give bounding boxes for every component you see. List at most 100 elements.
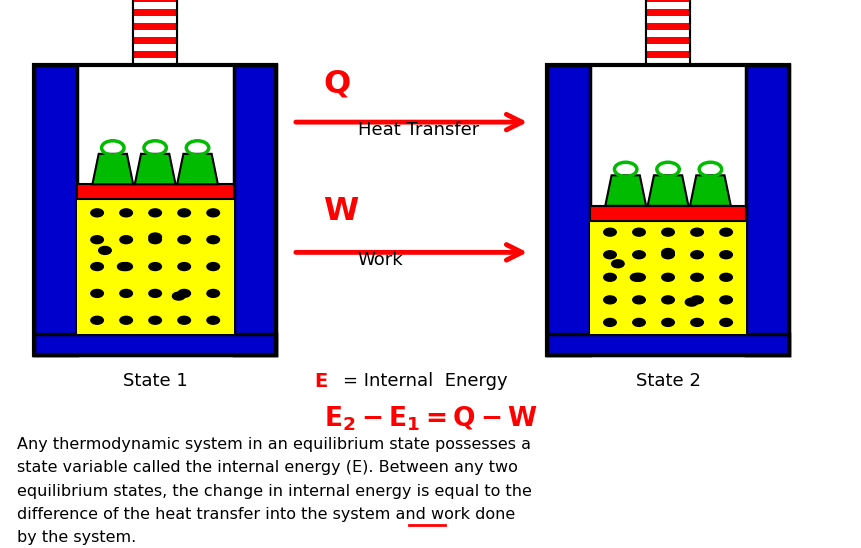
Circle shape bbox=[610, 260, 623, 268]
Circle shape bbox=[661, 249, 673, 256]
Bar bbox=[646, 58, 689, 65]
Circle shape bbox=[690, 251, 703, 259]
Text: W: W bbox=[323, 196, 358, 227]
Circle shape bbox=[90, 289, 103, 298]
Bar bbox=[547, 334, 788, 356]
Circle shape bbox=[120, 236, 133, 244]
Circle shape bbox=[661, 273, 673, 281]
Circle shape bbox=[90, 236, 103, 244]
Polygon shape bbox=[177, 154, 218, 184]
Bar bbox=[133, 2, 177, 9]
Bar bbox=[133, 16, 177, 23]
Circle shape bbox=[603, 228, 616, 236]
Circle shape bbox=[120, 209, 133, 217]
Polygon shape bbox=[92, 154, 133, 184]
Circle shape bbox=[632, 251, 645, 259]
Circle shape bbox=[177, 209, 190, 217]
Circle shape bbox=[629, 273, 642, 281]
Circle shape bbox=[719, 251, 732, 259]
Text: State 1: State 1 bbox=[122, 372, 188, 390]
Text: Work: Work bbox=[357, 252, 403, 270]
Text: equilibrium states, the change in internal energy is equal to the: equilibrium states, the change in intern… bbox=[17, 483, 531, 499]
Circle shape bbox=[661, 228, 673, 236]
Bar bbox=[547, 65, 788, 356]
Polygon shape bbox=[134, 154, 176, 184]
Circle shape bbox=[120, 289, 133, 298]
Bar bbox=[646, 2, 689, 9]
Circle shape bbox=[661, 318, 673, 327]
Bar bbox=[646, 30, 689, 37]
Circle shape bbox=[177, 289, 190, 298]
Circle shape bbox=[149, 236, 161, 244]
Circle shape bbox=[177, 236, 190, 244]
Circle shape bbox=[149, 289, 161, 298]
Circle shape bbox=[603, 318, 616, 327]
Circle shape bbox=[719, 273, 732, 281]
Text: E: E bbox=[314, 372, 327, 391]
Circle shape bbox=[98, 247, 111, 254]
Circle shape bbox=[661, 251, 673, 259]
Circle shape bbox=[207, 236, 220, 244]
Bar bbox=[133, 0, 177, 65]
Circle shape bbox=[149, 262, 161, 271]
Circle shape bbox=[661, 296, 673, 304]
Circle shape bbox=[120, 262, 133, 271]
Circle shape bbox=[690, 273, 703, 281]
Circle shape bbox=[149, 233, 161, 241]
Circle shape bbox=[90, 262, 103, 271]
Bar bbox=[646, 0, 689, 65]
Bar bbox=[547, 65, 589, 356]
Circle shape bbox=[603, 273, 616, 281]
Text: difference of the heat transfer into the system and work done: difference of the heat transfer into the… bbox=[17, 507, 515, 522]
Bar bbox=[233, 65, 276, 356]
Text: Q: Q bbox=[323, 68, 350, 100]
Circle shape bbox=[172, 292, 185, 300]
Circle shape bbox=[207, 289, 220, 298]
Circle shape bbox=[719, 228, 732, 236]
Circle shape bbox=[719, 296, 732, 304]
Circle shape bbox=[603, 251, 616, 259]
Circle shape bbox=[117, 262, 130, 271]
Bar bbox=[746, 65, 788, 356]
Text: State 2: State 2 bbox=[635, 372, 700, 390]
Circle shape bbox=[719, 318, 732, 327]
Bar bbox=[646, 0, 689, 65]
Circle shape bbox=[690, 318, 703, 327]
Circle shape bbox=[632, 228, 645, 236]
Circle shape bbox=[207, 316, 220, 324]
Bar bbox=[34, 65, 77, 356]
Circle shape bbox=[207, 262, 220, 271]
Text: Heat Transfer: Heat Transfer bbox=[357, 121, 479, 139]
Bar bbox=[133, 30, 177, 37]
Text: = Internal  Energy: = Internal Energy bbox=[343, 372, 507, 390]
Bar bbox=[34, 65, 276, 356]
Circle shape bbox=[149, 209, 161, 217]
Circle shape bbox=[207, 209, 220, 217]
Polygon shape bbox=[604, 175, 646, 206]
Circle shape bbox=[90, 209, 103, 217]
Circle shape bbox=[632, 318, 645, 327]
Circle shape bbox=[90, 316, 103, 324]
Bar bbox=[77, 199, 233, 334]
Bar bbox=[34, 334, 276, 356]
Circle shape bbox=[120, 316, 133, 324]
Bar bbox=[77, 184, 233, 199]
Bar bbox=[646, 16, 689, 23]
Circle shape bbox=[603, 296, 616, 304]
Circle shape bbox=[177, 316, 190, 324]
Circle shape bbox=[684, 298, 697, 306]
Circle shape bbox=[690, 296, 703, 304]
Bar bbox=[133, 0, 177, 65]
Polygon shape bbox=[647, 175, 688, 206]
Bar bbox=[589, 221, 746, 334]
Text: by the system.: by the system. bbox=[17, 530, 136, 545]
Circle shape bbox=[690, 228, 703, 236]
Circle shape bbox=[632, 273, 645, 281]
Text: Any thermodynamic system in an equilibrium state possesses a: Any thermodynamic system in an equilibri… bbox=[17, 437, 530, 452]
Circle shape bbox=[149, 316, 161, 324]
Bar bbox=[133, 58, 177, 65]
Circle shape bbox=[177, 262, 190, 271]
Polygon shape bbox=[689, 175, 730, 206]
Text: $\mathbf{E_2 - E_1 = Q - W}$: $\mathbf{E_2 - E_1 = Q - W}$ bbox=[324, 404, 537, 433]
Text: state variable called the internal energy (E). Between any two: state variable called the internal energ… bbox=[17, 460, 517, 475]
